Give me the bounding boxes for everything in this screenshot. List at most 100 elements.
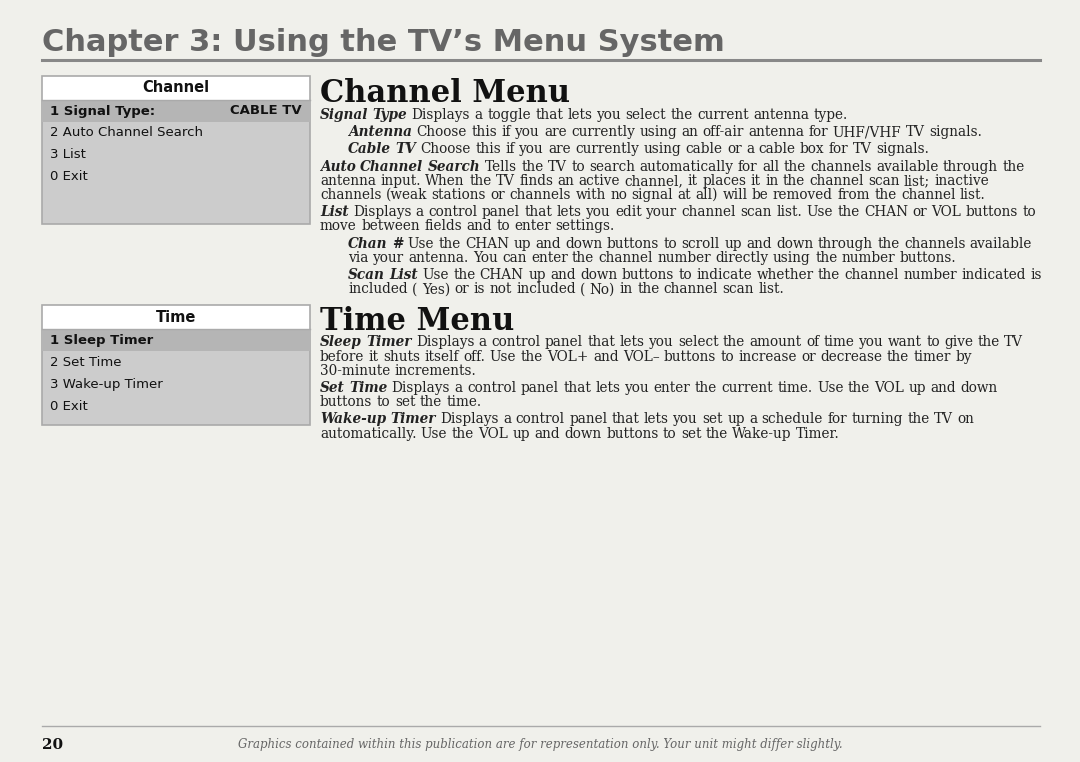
Text: finds: finds: [519, 174, 553, 187]
Text: signal: signal: [632, 188, 673, 202]
Text: no: no: [610, 188, 627, 202]
Text: indicated: indicated: [961, 268, 1026, 282]
Text: up: up: [727, 412, 744, 427]
Text: enter: enter: [531, 251, 568, 265]
Text: it: it: [368, 350, 379, 363]
Text: 0 Exit: 0 Exit: [50, 400, 87, 413]
Text: decrease: decrease: [821, 350, 882, 363]
Text: to: to: [678, 268, 692, 282]
Text: from: from: [837, 188, 869, 202]
Text: lets: lets: [644, 412, 669, 427]
Text: lets: lets: [595, 381, 620, 395]
Text: Cable: Cable: [348, 142, 391, 156]
Text: List: List: [320, 205, 349, 219]
Text: an: an: [681, 125, 699, 139]
Text: the: the: [783, 174, 805, 187]
Text: this: this: [475, 142, 501, 156]
Text: or: or: [490, 188, 505, 202]
Bar: [42, 329, 310, 425]
Text: scan: scan: [723, 282, 754, 296]
Text: CABLE TV: CABLE TV: [230, 104, 302, 117]
Text: number: number: [904, 268, 957, 282]
Text: currently: currently: [576, 142, 639, 156]
Text: a: a: [746, 142, 754, 156]
Text: panel: panel: [521, 381, 558, 395]
Text: you: you: [859, 335, 883, 350]
Text: Use: Use: [489, 350, 516, 363]
Text: panel: panel: [569, 412, 607, 427]
Text: down: down: [580, 268, 618, 282]
Text: select: select: [678, 335, 718, 350]
Text: active: active: [579, 174, 620, 187]
Text: Wake-up: Wake-up: [732, 427, 792, 440]
Text: list;: list;: [904, 174, 930, 187]
Text: lets: lets: [556, 205, 582, 219]
Text: panel: panel: [544, 335, 583, 350]
Text: signals.: signals.: [876, 142, 929, 156]
Text: the: the: [572, 251, 594, 265]
Text: the: the: [848, 381, 870, 395]
Text: VOL: VOL: [875, 381, 904, 395]
Text: Antenna: Antenna: [348, 125, 411, 139]
Text: (: (: [411, 282, 417, 296]
Text: Use: Use: [807, 205, 833, 219]
Text: off-air: off-air: [703, 125, 744, 139]
Text: #: #: [392, 236, 403, 251]
Text: the: the: [877, 236, 900, 251]
Text: set: set: [702, 412, 723, 427]
Text: Displays: Displays: [416, 335, 474, 350]
Text: 2 Auto Channel Search: 2 Auto Channel Search: [50, 126, 203, 139]
Text: 0 Exit: 0 Exit: [50, 171, 87, 184]
Text: TV: TV: [906, 125, 924, 139]
Text: UHF/VHF: UHF/VHF: [833, 125, 902, 139]
Text: to: to: [927, 335, 940, 350]
Text: and: and: [467, 219, 491, 233]
Text: or: or: [727, 142, 742, 156]
Text: move: move: [320, 219, 356, 233]
Text: TV: TV: [496, 174, 515, 187]
Text: Channel Menu: Channel Menu: [320, 78, 570, 109]
Text: automatically.: automatically.: [320, 427, 417, 440]
Text: list.: list.: [777, 205, 802, 219]
Text: the: the: [907, 412, 930, 427]
Text: CHAN: CHAN: [465, 236, 509, 251]
Text: will: will: [723, 188, 747, 202]
Text: 3 List: 3 List: [50, 149, 86, 162]
Text: automatically: automatically: [639, 159, 733, 174]
Text: settings.: settings.: [555, 219, 615, 233]
Text: scan: scan: [868, 174, 900, 187]
Text: the: the: [420, 395, 442, 409]
Text: Timer: Timer: [366, 335, 411, 350]
Text: to: to: [720, 350, 734, 363]
Text: scan: scan: [741, 205, 772, 219]
Text: channels: channels: [810, 159, 872, 174]
Text: whether: whether: [756, 268, 813, 282]
Text: antenna: antenna: [320, 174, 376, 187]
Bar: [42, 329, 310, 351]
Text: the: the: [705, 427, 728, 440]
Text: edit: edit: [615, 205, 642, 219]
Text: buttons.: buttons.: [900, 251, 957, 265]
Text: is: is: [1030, 268, 1042, 282]
Text: Scan: Scan: [348, 268, 384, 282]
Text: off.: off.: [463, 350, 485, 363]
Text: control: control: [491, 335, 540, 350]
Text: places: places: [702, 174, 746, 187]
Text: Use: Use: [421, 427, 447, 440]
Text: You: You: [473, 251, 498, 265]
Text: Tells: Tells: [485, 159, 517, 174]
Text: Chan: Chan: [348, 236, 388, 251]
Text: available: available: [876, 159, 939, 174]
Text: the: the: [451, 427, 474, 440]
Text: the: the: [671, 108, 693, 122]
Text: time.: time.: [446, 395, 482, 409]
Text: Time Menu: Time Menu: [320, 306, 514, 338]
Text: up: up: [513, 236, 531, 251]
Text: up: up: [528, 268, 545, 282]
Text: 20: 20: [42, 738, 63, 752]
Text: a: a: [474, 108, 483, 122]
Text: VOL: VOL: [478, 427, 509, 440]
Text: you: you: [586, 205, 610, 219]
Text: channel: channel: [664, 282, 718, 296]
Text: timer: timer: [914, 350, 951, 363]
